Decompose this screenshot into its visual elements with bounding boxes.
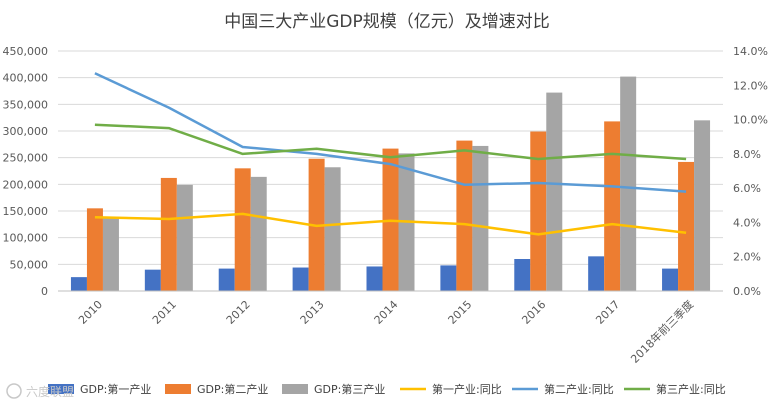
bar-3-2012 <box>250 176 267 291</box>
legend-swatch <box>282 384 308 394</box>
right-tick-label: 0.0% <box>733 285 761 298</box>
bar-2-2011 <box>160 177 177 291</box>
bar-3-2018年前三季度 <box>694 120 711 291</box>
left-axis-ticks: 0 50,000 100,000 150,000 200,000 250,000 300,0… <box>3 45 49 298</box>
bar-1-2011 <box>144 269 161 291</box>
watermark-text: 六度联盟 <box>26 384 74 399</box>
bar-1-2010 <box>70 277 87 291</box>
line-series-1 <box>94 212 687 236</box>
right-tick-label: 2.0% <box>733 251 761 264</box>
right-axis-ticks: 0.0% 2.0% 4.0% 6.0% 8.0% 10.0% 12.0% 14.0% <box>733 45 768 298</box>
left-tick-label: 100,000 <box>3 232 49 245</box>
left-tick-label: 250,000 <box>3 152 49 165</box>
bar-2-2012 <box>234 168 251 291</box>
left-tick-label: 350,000 <box>3 98 49 111</box>
bar-1-2017 <box>588 256 605 291</box>
bar-1-2014 <box>366 266 383 291</box>
x-tick-label: 2013 <box>298 298 327 327</box>
chart-title: 中国三大产业GDP规模（亿元）及增速对比 <box>224 12 550 32</box>
right-tick-label: 12.0% <box>733 79 768 92</box>
line-series-group <box>94 72 687 236</box>
bar-2-2016 <box>530 131 547 291</box>
bar-1-2012 <box>218 268 235 291</box>
right-tick-label: 4.0% <box>733 216 761 229</box>
legend-label: 第一产业:同比 <box>432 382 502 396</box>
x-tick-label: 2012 <box>224 298 253 327</box>
line-series-3 <box>94 123 687 161</box>
legend-label: GDP:第三产业 <box>314 382 385 396</box>
legend-item: 第一产业:同比 <box>400 382 502 396</box>
legend-swatch <box>48 384 74 394</box>
legend-label: GDP:第二产业 <box>197 382 268 396</box>
left-tick-label: 300,000 <box>3 125 49 138</box>
x-axis-ticks: 2010 2011 2012 2013 2014 2015 2016 2017 2018年前三季… <box>58 290 723 366</box>
legend: GDP:第一产业 GDP:第二产业 GDP:第三产业 第一产业:同比 第二产业:同比 第三… <box>48 382 726 396</box>
legend-item: 第三产业:同比 <box>624 382 726 396</box>
bar-2-2010 <box>86 208 103 291</box>
left-tick-label: 400,000 <box>3 72 49 85</box>
bar-1-2018年前三季度 <box>662 268 679 291</box>
x-tick-label: 2011 <box>150 298 179 327</box>
bar-3-2010 <box>102 217 119 291</box>
bar-3-2013 <box>324 167 341 291</box>
left-tick-label: 150,000 <box>3 205 49 218</box>
left-tick-label: 50,000 <box>10 258 49 271</box>
bar-3-2017 <box>620 76 637 291</box>
legend-item: GDP:第三产业 <box>282 382 385 396</box>
legend-label: 第三产业:同比 <box>656 382 726 396</box>
bar-1-2013 <box>292 267 309 291</box>
bar-2-2018年前三季度 <box>678 161 695 291</box>
x-tick-label: 2017 <box>593 298 622 327</box>
bar-3-2015 <box>472 145 489 291</box>
bar-2-2015 <box>456 140 473 291</box>
bar-3-2016 <box>546 92 563 291</box>
legend-swatch <box>165 384 191 394</box>
watermark: 六度联盟 <box>6 383 74 399</box>
legend-label: 第二产业:同比 <box>544 382 614 396</box>
left-tick-label: 0 <box>41 285 48 298</box>
right-tick-label: 14.0% <box>733 45 768 58</box>
legend-item: GDP:第二产业 <box>165 382 268 396</box>
right-tick-label: 6.0% <box>733 182 761 195</box>
right-tick-label: 8.0% <box>733 148 761 161</box>
legend-item: GDP:第一产业 <box>48 382 151 396</box>
legend-item: 第二产业:同比 <box>512 382 614 396</box>
bar-1-2016 <box>514 259 531 291</box>
line-series-2 <box>94 72 687 193</box>
x-tick-label: 2010 <box>76 298 105 327</box>
bar-1-2015 <box>440 265 457 291</box>
legend-label: GDP:第一产业 <box>80 382 151 396</box>
right-tick-label: 10.0% <box>733 114 768 127</box>
x-tick-label: 2016 <box>519 298 548 327</box>
x-tick-label: 2014 <box>372 298 401 327</box>
left-tick-label: 450,000 <box>3 45 49 58</box>
x-tick-label: 2018年前三季度 <box>628 297 697 366</box>
bar-2-2017 <box>604 121 621 292</box>
x-tick-label: 2015 <box>446 298 475 327</box>
left-tick-label: 200,000 <box>3 178 49 191</box>
bar-3-2011 <box>176 184 193 291</box>
bar-series-group <box>70 76 711 292</box>
watermark-logo-icon <box>6 383 22 399</box>
